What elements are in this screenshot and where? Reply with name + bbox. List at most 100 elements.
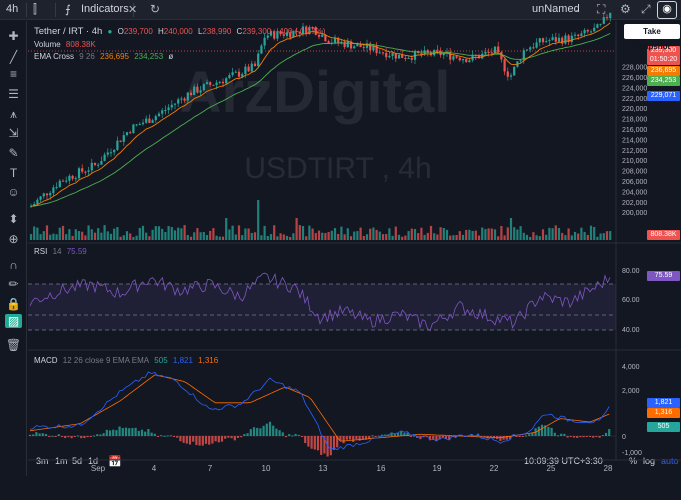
macd-hist-bar [336,436,339,448]
compare-icon[interactable]: ✕ [128,4,138,16]
macd-label[interactable]: MACD [34,356,58,365]
volume-label[interactable]: Volume [34,40,61,49]
candle-body [295,30,298,32]
candle-body [84,171,87,173]
macd-hist-bar [364,436,368,440]
lock-icon[interactable]: 🔒 [6,297,21,311]
trash-icon[interactable]: 🗑 [5,338,22,352]
magnet-icon[interactable]: ∩ [9,258,18,272]
range-3m[interactable]: 3m [36,456,49,466]
price-axis[interactable]: 228,000 226,000 224,000 222,000 220,000 218,0… [622,65,647,457]
price-tick: 216,000 [622,127,647,134]
indicators-icon[interactable]: ⨍ [65,4,71,16]
macd-hist-bar [291,435,294,437]
settings-icon[interactable]: ⚙ [620,2,631,16]
camera-icon[interactable]: ◉ [657,1,677,19]
candle-body [525,49,529,51]
hide-drawings-icon[interactable]: ▨ [5,314,22,328]
macd-hist-bar [163,435,166,437]
candle-body [532,47,535,49]
indicators-button[interactable]: Indicators [81,3,129,15]
ema-label[interactable]: EMA Cross [34,52,75,61]
macd-hist-bar [76,435,80,437]
macd-hist-bar [521,436,524,437]
chevron-down-icon[interactable]: ⌄ [572,4,580,14]
macd-hist-bar [515,436,518,437]
symbol-title[interactable]: Tether / IRT · 4h [34,26,103,37]
candle-body [449,51,452,60]
macd-hist-bar [278,430,281,436]
volume-bar [337,233,340,240]
zoom-in-icon[interactable]: ⊕ [8,232,19,246]
rsi-label[interactable]: RSI [34,247,48,256]
timeframe-button[interactable]: 4h [6,3,19,15]
candle-body [241,74,244,77]
candle-body [250,63,253,72]
candle-body [519,60,522,62]
ruler-icon[interactable]: ⬍ [8,212,19,226]
percent-toggle[interactable]: % [629,456,638,466]
patterns-icon[interactable]: ⩚ [10,107,17,121]
volume-bar [202,231,205,240]
lock-drawings-icon[interactable]: ✏ [8,277,19,291]
volume-bar [113,228,116,240]
macd-hist-bar [329,436,332,456]
time-axis[interactable]: Sep 4 7 10 13 16 19 22 25 28 [91,464,613,473]
high-value: 240,000 [163,27,193,36]
volume-bar [212,228,215,240]
prediction-icon[interactable]: ⇲ [8,126,19,140]
macd-hist-bar [409,436,412,437]
layout-name[interactable]: unNamed [532,3,580,15]
brush-icon[interactable]: ✎ [8,146,19,160]
candle-body [484,51,487,54]
volume-bar [253,232,257,240]
range-1d[interactable]: 1d [88,456,99,466]
volume-axis-label: 808.38K [647,230,680,240]
volume-bar [71,235,74,240]
auto-toggle[interactable]: auto [661,456,679,466]
horizontal-lines-icon[interactable]: ≡ [9,67,17,81]
range-5d[interactable]: 5d [72,456,83,466]
emoji-icon[interactable]: ☺ [7,185,20,199]
bar-style-icon[interactable]: ⫿ [33,2,37,16]
macd-hist-bar [284,436,288,438]
fullscreen-icon[interactable]: ⛶ [597,2,606,16]
crosshair-icon[interactable]: ✚ [8,29,19,43]
range-1m[interactable]: 1m [55,456,68,466]
volume-bar [465,229,468,240]
volume-bar [308,225,311,240]
volume-bar [84,235,87,240]
volume-bar [301,226,305,240]
redo-icon[interactable]: ↻ [150,2,161,16]
macd-hist-bar [150,432,153,436]
fullscreen-icon[interactable]: ⤢ [641,2,651,16]
log-toggle[interactable]: log [643,456,656,466]
macd-hist-bar [80,436,83,439]
signal-axis-label: 1,316 [647,408,680,418]
volume-bar [388,228,391,240]
macd-hist-bar [582,436,585,438]
ema-slow-label: 234,253 [647,76,680,86]
clock[interactable]: 10:09:39 UTC+3:30 [524,456,603,466]
fib-icon[interactable]: ☰ [8,87,19,101]
trend-line-icon[interactable]: ╱ [9,50,18,64]
last-price: 239,300 [647,46,680,55]
candle-body [81,168,84,172]
candle-body [580,33,583,37]
macd-hist-bar [294,433,297,436]
volume-bar [305,236,308,240]
volume-bar [266,235,269,240]
volume-bar [452,235,455,240]
candle-body [234,71,237,73]
candle-body [388,55,391,58]
volume-bar [225,218,228,240]
candle-body [497,46,500,53]
macd-hist-bar [73,436,76,437]
calendar-icon[interactable]: 📅 [108,456,122,468]
volume-bar [65,234,68,240]
candle-body [228,75,231,79]
macd-hist-bar [256,427,259,436]
ema-lines [30,22,611,207]
text-icon[interactable]: T [9,166,18,180]
